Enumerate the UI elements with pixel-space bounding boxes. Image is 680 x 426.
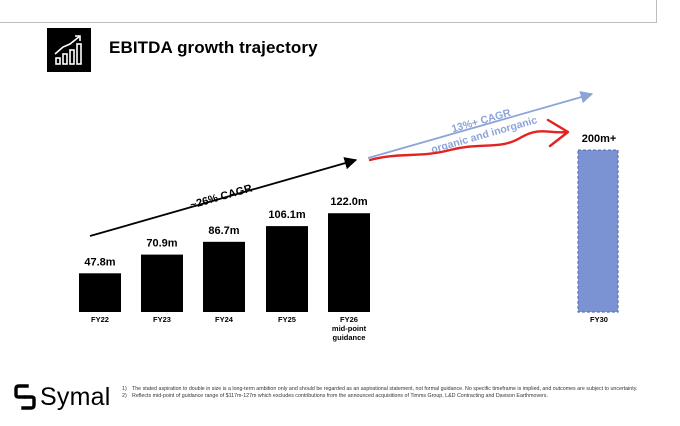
bar-fy25 xyxy=(266,226,308,312)
symal-mark-icon xyxy=(14,384,36,410)
category-sublabel: guidance xyxy=(333,333,366,342)
logo-wordmark: Symal xyxy=(40,382,111,411)
cagr-arrow-target xyxy=(367,91,594,159)
bar-chart-growth-icon xyxy=(47,28,91,72)
category-label-fy30: FY30 xyxy=(590,315,608,324)
ebitda-bar-chart: 47.8m FY22 70.9m FY23 86.7m FY24 106.1m FY25 122… xyxy=(79,91,619,342)
header-divider-vertical xyxy=(656,0,657,23)
value-label-fy23: 70.9m xyxy=(146,238,177,250)
footnotes: 1) The stated aspiration to double in si… xyxy=(122,386,667,400)
bar-fy22 xyxy=(79,273,121,312)
bar-fy26 xyxy=(328,213,370,312)
category-label-fy26: FY26 xyxy=(340,315,358,324)
value-label-fy22: 47.8m xyxy=(84,256,115,268)
red-annotation-arrow xyxy=(368,130,568,162)
cagr-arrow-historic xyxy=(89,157,358,237)
bar-fy30 xyxy=(577,149,619,313)
page-title: EBITDA growth trajectory xyxy=(109,38,318,57)
header-divider xyxy=(0,22,656,23)
red-annotation-arrowhead xyxy=(546,118,570,148)
value-label-fy26: 122.0m xyxy=(330,196,368,208)
value-label-fy30: 200m+ xyxy=(582,133,617,145)
footnote-1: 1) The stated aspiration to double in si… xyxy=(122,386,667,393)
value-label-fy24: 86.7m xyxy=(208,225,239,237)
bar-fy24 xyxy=(203,241,245,312)
footnote-2: 2) Reflects mid-point of guidance range … xyxy=(122,393,667,400)
category-sublabel: mid-point xyxy=(332,324,367,333)
cagr-label-historic: ~26% CAGR xyxy=(189,183,254,212)
category-label-fy25: FY25 xyxy=(278,315,296,324)
bar-fy23 xyxy=(141,254,183,312)
category-label-fy24: FY24 xyxy=(215,315,234,324)
footnote-text: The stated aspiration to double in size … xyxy=(132,386,638,392)
footnote-number: 2) xyxy=(122,393,127,400)
symal-logo: Symal xyxy=(14,382,110,412)
category-label-fy22: FY22 xyxy=(91,315,109,324)
footnote-number: 1) xyxy=(122,386,127,392)
category-label-fy23: FY23 xyxy=(153,315,171,324)
footnote-text: Reflects mid-point of guidance range of … xyxy=(132,393,548,400)
value-label-fy25: 106.1m xyxy=(268,209,306,221)
